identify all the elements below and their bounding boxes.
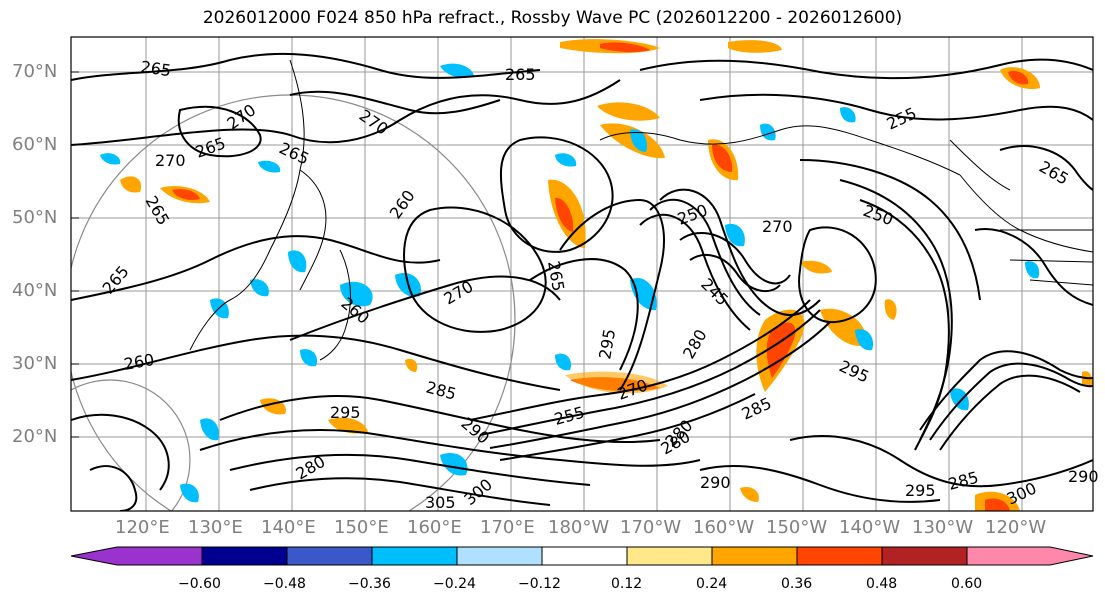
lat-label: 50°N (12, 207, 58, 228)
lon-label: 180°W (548, 517, 610, 538)
colorbar-segment (796, 546, 883, 566)
negative-anomaly-patches (100, 63, 1040, 503)
colorbar-tick-label: 0.36 (781, 576, 813, 592)
colorbar (70, 546, 1094, 566)
contour-label: 295 (905, 481, 936, 500)
contour-label: 295 (330, 403, 361, 422)
lat-label: 30°N (12, 353, 58, 374)
colorbar-tick-label: −0.48 (263, 576, 306, 592)
colorbar-over-segment (966, 546, 1094, 566)
colorbar-segment (626, 546, 713, 566)
contour-label: 305 (425, 493, 456, 512)
contour-label: 270 (155, 151, 186, 170)
contour-label: 265 (139, 57, 172, 80)
lat-label: 40°N (12, 280, 58, 301)
lat-label: 70°N (12, 61, 58, 82)
colorbar-tick-label: −0.36 (348, 576, 391, 592)
lon-label: 170°E (480, 517, 535, 538)
colorbar-tick-label: −0.24 (433, 576, 476, 592)
lon-label: 130°E (188, 517, 243, 538)
lon-label: 150°W (766, 517, 828, 538)
contour-label: 270 (762, 217, 793, 236)
colorbar-segment (541, 546, 628, 566)
contour-label: 290 (1068, 467, 1099, 486)
lon-label: 160°W (693, 517, 755, 538)
colorbar-tick-label: 0.12 (611, 576, 643, 592)
colorbar-under-segment (70, 546, 203, 566)
lat-label: 20°N (12, 426, 58, 447)
colorbar-tick-label: 0.48 (866, 576, 898, 592)
colorbar-tick-label: −0.12 (518, 576, 561, 592)
lat-ticks (71, 71, 79, 438)
contour-label: 290 (700, 473, 731, 492)
lon-label: 140°E (261, 517, 316, 538)
contour-lines (71, 52, 1093, 511)
lon-label: 130°W (912, 517, 974, 538)
colorbar-segment (371, 546, 458, 566)
lon-label: 120°E (115, 517, 170, 538)
lon-label: 120°W (985, 517, 1047, 538)
colorbar-segment (881, 546, 968, 566)
lon-label: 170°W (620, 517, 682, 538)
colorbar-tick-label: −0.60 (178, 576, 221, 592)
colorbar-tick-label: 0.60 (951, 576, 983, 592)
lon-label: 160°E (407, 517, 462, 538)
lat-label: 60°N (12, 134, 58, 155)
contour-label: 265 (505, 65, 536, 84)
colorbar-tick-label: 0.24 (696, 576, 728, 592)
colorbar-segment (201, 546, 288, 566)
colorbar-segment (711, 546, 798, 566)
lon-label: 140°W (839, 517, 901, 538)
map-title: 2026012000 F024 850 hPa refract., Rossby… (202, 8, 903, 28)
map-frame (70, 36, 1094, 512)
colorbar-segment (456, 546, 543, 566)
lon-label: 150°E (334, 517, 389, 538)
coastlines (189, 59, 1093, 361)
colorbar-segment (286, 546, 373, 566)
